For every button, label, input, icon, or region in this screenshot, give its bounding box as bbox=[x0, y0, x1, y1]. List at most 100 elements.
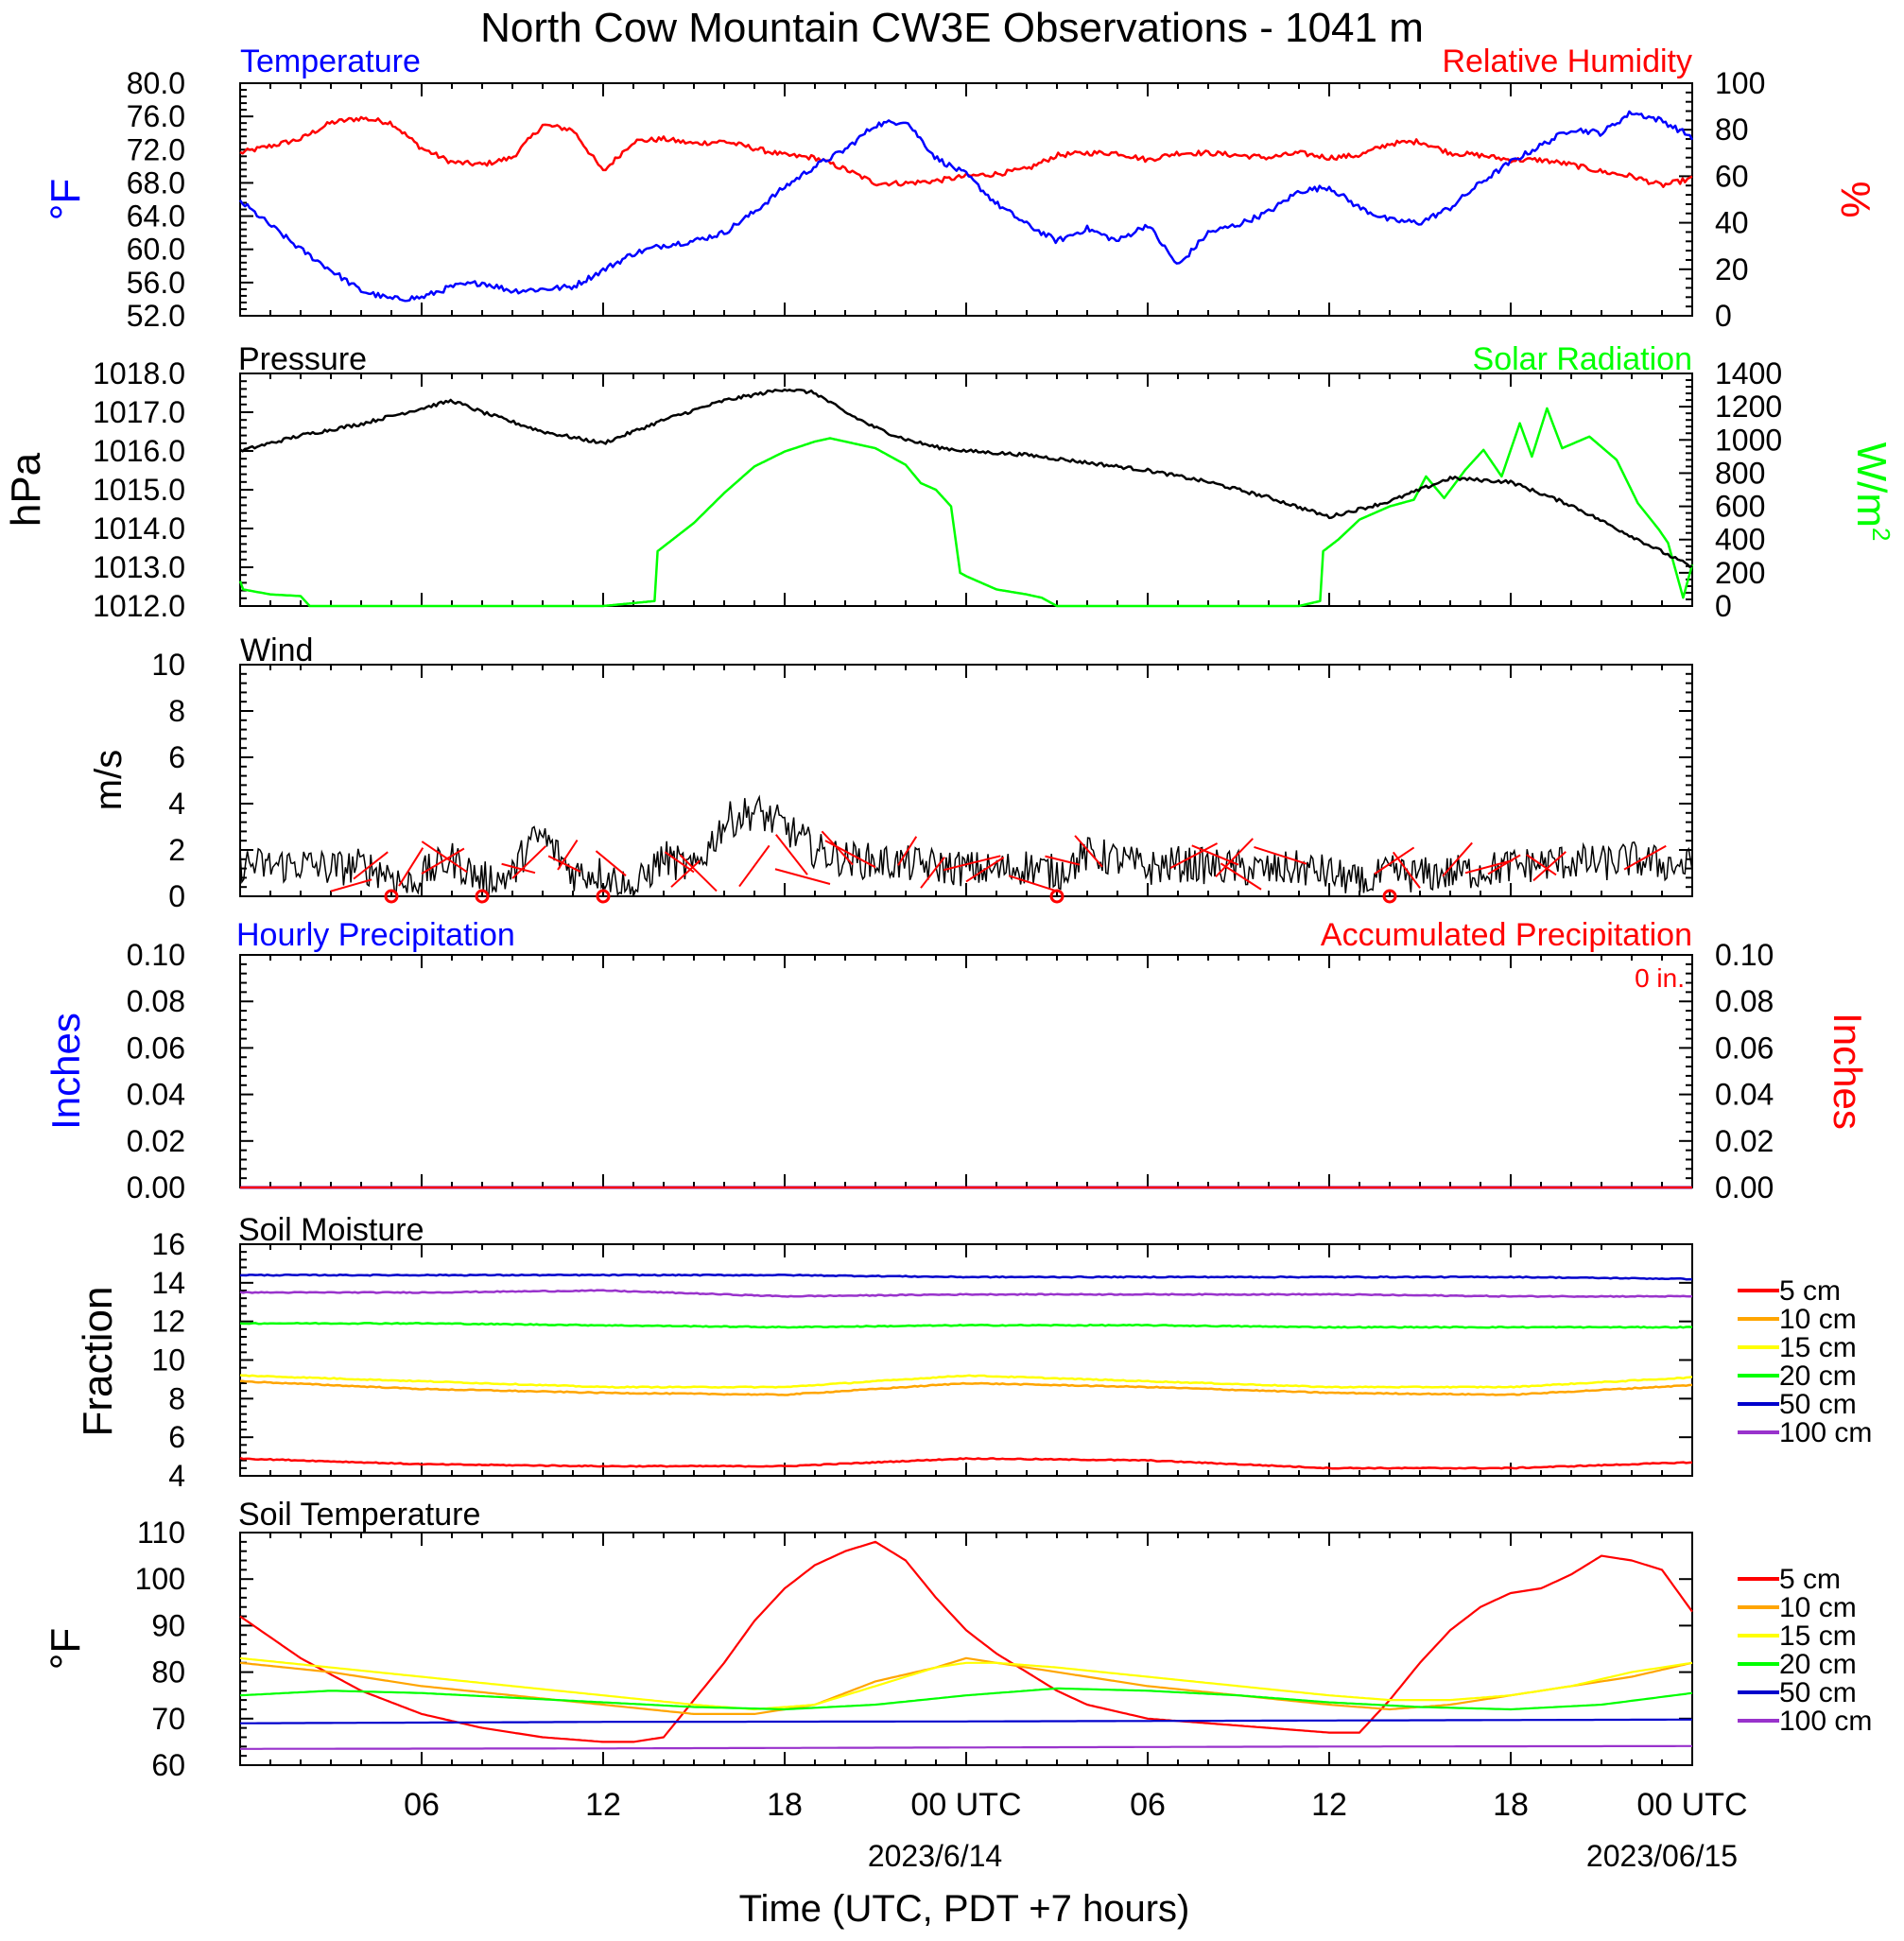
x-tick-label: 06 bbox=[1130, 1787, 1166, 1823]
soil-moisture-50cm-line bbox=[240, 1273, 1692, 1281]
precip-hourly-y-tick-label: 0.00 bbox=[127, 1170, 185, 1204]
soil-temp-y-tick-label: 80 bbox=[151, 1655, 185, 1690]
wind-y-tick-label: 6 bbox=[168, 740, 185, 774]
precip-hourly-y-tick-label: 0.04 bbox=[127, 1078, 185, 1112]
solar-y-tick-label: 600 bbox=[1715, 490, 1765, 524]
pressure-y-tick-label: 1013.0 bbox=[93, 550, 185, 584]
wind-barb bbox=[398, 847, 424, 887]
temperature-y-tick-label: 52.0 bbox=[127, 299, 185, 333]
pressure-y-tick-label: 1018.0 bbox=[93, 356, 185, 390]
x-date-label-1: 2023/6/14 bbox=[868, 1839, 1002, 1873]
precip-accum-y-tick-label: 0.04 bbox=[1715, 1078, 1774, 1112]
soil-moisture-y-tick-label: 14 bbox=[151, 1266, 185, 1300]
temperature-y-tick-label: 76.0 bbox=[127, 99, 185, 133]
wind-barb bbox=[421, 847, 465, 875]
x-tick-label: 00 UTC bbox=[910, 1787, 1021, 1823]
soil-moisture-20cm-line bbox=[239, 1322, 1693, 1329]
wind-barb bbox=[670, 859, 701, 888]
wind-barb bbox=[1254, 845, 1307, 865]
panel-frame-6 bbox=[239, 1532, 1693, 1766]
wind-barb bbox=[1623, 844, 1667, 871]
soil-temperature-100cm-line bbox=[240, 1744, 1692, 1750]
humidity-y-tick-label: 100 bbox=[1715, 66, 1765, 100]
solar-y-tick-label: 400 bbox=[1715, 523, 1765, 557]
precip-hourly-y-tick-label: 0.08 bbox=[127, 984, 185, 1018]
precip-hourly-y-tick-label: 0.02 bbox=[127, 1124, 185, 1158]
accum-precip-title: Accumulated Precipitation bbox=[1321, 917, 1692, 953]
humidity-title: Relative Humidity bbox=[1442, 43, 1692, 79]
precip-accum-y-tick-label: 0.00 bbox=[1715, 1170, 1774, 1204]
pressure-y-tick-label: 1012.0 bbox=[93, 589, 185, 623]
x-tick-label: 00 UTC bbox=[1636, 1787, 1747, 1823]
soil-moisture-y-tick-label: 16 bbox=[151, 1227, 185, 1261]
chart-title: North Cow Mountain CW3E Observations - 1… bbox=[480, 5, 1424, 51]
wind-barb bbox=[775, 834, 808, 875]
soil-temperature-5cm-line bbox=[239, 1540, 1693, 1743]
calm-wind-marker bbox=[384, 889, 399, 904]
soil-moisture-y-tick-label: 10 bbox=[151, 1343, 185, 1378]
temperature-y-tick-label: 64.0 bbox=[127, 199, 185, 234]
wind-barb bbox=[664, 851, 695, 874]
x-tick-label: 18 bbox=[767, 1787, 803, 1823]
solar-axis-unit: W/m bbox=[1848, 442, 1895, 528]
soil-temp-legend-label: 100 cm bbox=[1779, 1706, 1872, 1737]
calm-wind-marker bbox=[596, 889, 611, 904]
wind-barb bbox=[774, 868, 831, 885]
humidity-line bbox=[239, 115, 1693, 188]
accum-precip-total: 0 in. bbox=[1635, 963, 1685, 993]
wind-y-tick-label: 2 bbox=[168, 833, 185, 867]
panel-frame-5 bbox=[239, 1243, 1693, 1477]
wind-barb bbox=[557, 840, 579, 871]
soil-moisture-y-tick-label: 6 bbox=[168, 1420, 185, 1454]
soil-moisture-legend-label: 50 cm bbox=[1779, 1389, 1857, 1420]
wind-y-tick-label: 0 bbox=[168, 879, 185, 913]
wind-barb bbox=[1487, 854, 1521, 875]
soil-temp-legend-label: 50 cm bbox=[1779, 1677, 1857, 1708]
calm-wind-marker bbox=[1049, 889, 1065, 904]
temperature-y-tick-label: 56.0 bbox=[127, 266, 185, 300]
soil-temp-y-tick-label: 70 bbox=[151, 1702, 185, 1736]
panel-frame-4 bbox=[239, 954, 1693, 1188]
solar-y-tick-label: 800 bbox=[1715, 456, 1765, 490]
hourly-precip-axis-label: Inches bbox=[43, 1013, 88, 1130]
soil-moisture-legend-label: 20 cm bbox=[1779, 1360, 1857, 1392]
temperature-title: Temperature bbox=[240, 43, 421, 79]
soil-moisture-legend-label: 100 cm bbox=[1779, 1417, 1872, 1448]
solar-y-tick-label: 200 bbox=[1715, 556, 1765, 590]
wind-barb bbox=[1220, 862, 1262, 891]
pressure-y-tick-label: 1016.0 bbox=[93, 434, 185, 468]
soil-moisture-15cm-line bbox=[239, 1374, 1693, 1389]
wind-barb bbox=[353, 851, 389, 880]
pressure-line bbox=[239, 388, 1693, 568]
solar-y-tick-label: 1000 bbox=[1715, 423, 1782, 457]
temperature-axis-label: °F bbox=[43, 179, 89, 220]
soil-moisture-5cm-line bbox=[239, 1456, 1693, 1470]
soil-moisture-axis-label: Fraction bbox=[75, 1287, 121, 1437]
solar-axis-label: W/m2 bbox=[1848, 442, 1895, 542]
x-tick-label: 06 bbox=[404, 1787, 440, 1823]
wind-barb bbox=[679, 854, 718, 893]
soil-temp-legend-label: 5 cm bbox=[1779, 1564, 1841, 1595]
wind-barb bbox=[965, 857, 1005, 883]
soil-moisture-legend-label: 15 cm bbox=[1779, 1332, 1857, 1363]
wind-barb bbox=[1169, 842, 1219, 870]
temperature-line bbox=[238, 110, 1694, 303]
humidity-y-tick-label: 20 bbox=[1715, 252, 1749, 286]
pressure-y-tick-label: 1015.0 bbox=[93, 473, 185, 507]
wind-y-tick-label: 10 bbox=[151, 648, 185, 682]
calm-wind-marker bbox=[1382, 889, 1397, 904]
wind-barb bbox=[738, 844, 770, 888]
hourly-precip-title: Hourly Precipitation bbox=[236, 917, 515, 953]
wind-axis-label: m/s bbox=[88, 750, 130, 810]
wind-barb bbox=[1074, 835, 1103, 868]
pressure-y-tick-label: 1017.0 bbox=[93, 395, 185, 429]
solar-axis-unit-superscript: 2 bbox=[1867, 528, 1895, 541]
soil-temperature-50cm-line bbox=[240, 1718, 1692, 1724]
wind-y-tick-label: 4 bbox=[168, 787, 185, 821]
wind-barb bbox=[1008, 875, 1058, 893]
wind-barb bbox=[421, 841, 468, 874]
panel-frame-1 bbox=[239, 82, 1693, 317]
precip-accum-y-tick-label: 0.10 bbox=[1715, 938, 1774, 972]
soil-temp-legend-label: 20 cm bbox=[1779, 1649, 1857, 1680]
temperature-y-tick-label: 80.0 bbox=[127, 66, 185, 100]
